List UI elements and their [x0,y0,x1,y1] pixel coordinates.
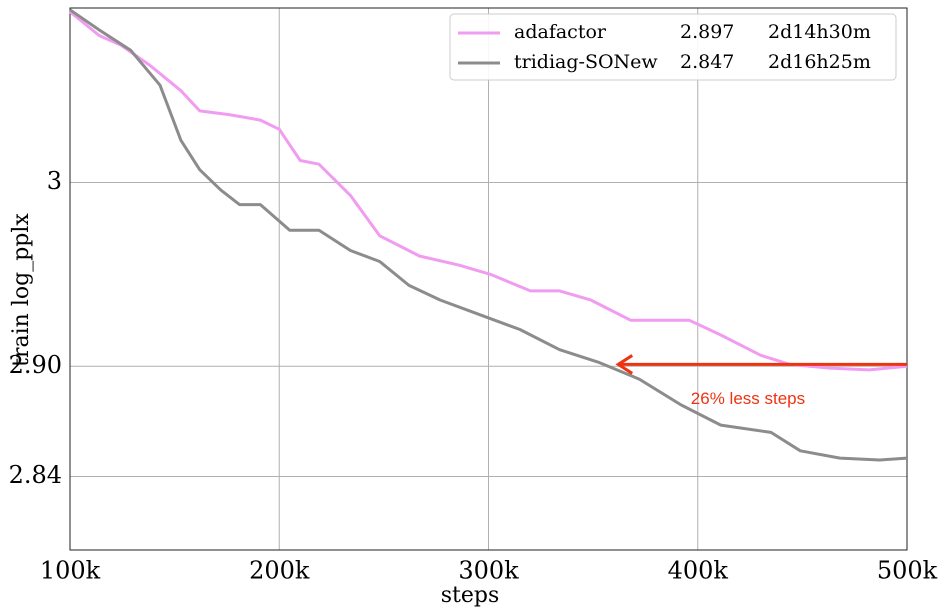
x-tick-label: 500k [877,557,938,585]
legend: adafactor 2.897 2d14h30m tridiag-SONew 2.847… [449,13,897,81]
plot-frame [69,7,908,551]
x-tick-label: 100k [40,557,101,585]
legend-value: 2.897 [680,21,734,43]
x-tick-label: 200k [249,557,310,585]
legend-label: adafactor [514,21,607,43]
series-line [69,10,908,372]
legend-time: 2d14h30m [768,21,871,43]
annotation-text: 26% less steps [691,389,805,408]
legend-time: 2d16h25m [768,51,871,73]
legend-box [449,13,897,81]
y-tick-label: 2.84 [9,461,62,489]
legend-label: tridiag-SONew [514,51,658,73]
x-tick-label: 400k [668,557,729,585]
x-tick-label: 300k [458,557,519,585]
annotation-arrowhead [615,354,634,375]
y-tick-label: 3 [47,167,62,195]
y-tick-label: 2.90 [9,351,62,379]
series-line [69,8,908,462]
x-axis-label: steps [441,583,500,608]
legend-value: 2.847 [680,51,734,73]
y-axis-label: train log_pplx [9,213,34,367]
